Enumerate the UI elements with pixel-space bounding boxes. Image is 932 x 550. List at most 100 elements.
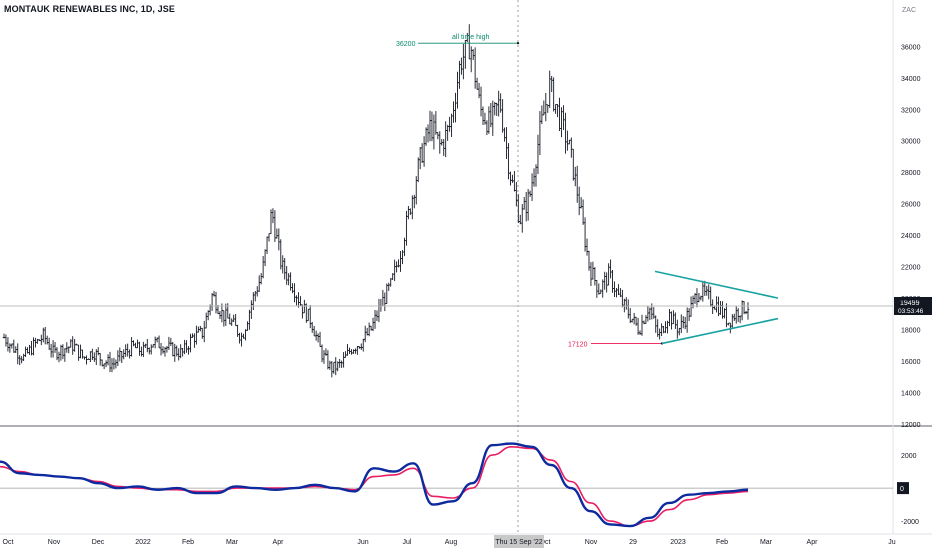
- ohlc-bar: [8, 343, 12, 353]
- ohlc-bar: [420, 143, 424, 164]
- ohlc-bar: [63, 348, 67, 362]
- ohlc-bar: [426, 124, 430, 143]
- crosshair-date-label: Thu 15 Sep '22: [495, 539, 542, 546]
- ohlc-bar: [399, 251, 402, 272]
- ohlc-bar: [200, 327, 204, 339]
- ohlc-bar: [593, 267, 597, 286]
- ohlc-bar: [485, 120, 489, 136]
- ohlc-bar: [575, 165, 579, 203]
- ohlc-bar: [126, 343, 129, 357]
- ohlc-bar: [634, 316, 638, 326]
- ohlc-bar: [436, 132, 440, 140]
- ohlc-bar: [385, 283, 389, 304]
- ohlc-bar: [57, 351, 61, 363]
- ohlc-bar: [513, 170, 516, 192]
- ohlc-bar: [6, 337, 10, 352]
- ohlc-bar: [611, 270, 614, 293]
- ohlc-bar: [210, 293, 214, 311]
- ohlc-bar: [552, 77, 555, 112]
- ohlc-bar: [591, 261, 595, 280]
- ohlc-bar: [491, 100, 495, 136]
- ohlc-bar: [354, 348, 357, 354]
- ohlc-bar: [222, 310, 226, 327]
- ohlc-bar: [136, 339, 139, 349]
- ohlc-bar: [295, 295, 298, 306]
- ohlc-bar: [654, 315, 658, 333]
- last-price-value: 19499: [900, 300, 920, 307]
- ohlc-bar: [306, 308, 310, 322]
- ohlc-bar: [85, 355, 88, 365]
- ohlc-bar: [530, 173, 534, 202]
- time-axis-tick: Jun: [357, 539, 368, 546]
- ohlc-bar: [359, 343, 363, 350]
- ohlc-bar: [169, 337, 173, 347]
- price-axis-tick: 30000: [901, 139, 921, 146]
- ohlc-bar: [69, 339, 73, 348]
- ohlc-bar: [475, 77, 479, 90]
- ohlc-bar: [597, 283, 601, 295]
- ohlc-bar: [558, 97, 561, 132]
- ohlc-bar: [577, 186, 581, 216]
- ohlc-bar: [418, 147, 422, 170]
- time-axis-tick: 2022: [135, 539, 151, 546]
- ohlc-bar: [371, 317, 375, 332]
- ohlc-bar: [195, 325, 198, 345]
- ohlc-bar: [605, 272, 608, 293]
- ohlc-bar: [49, 343, 53, 358]
- ohlc-bar: [98, 353, 102, 366]
- ohlc-bar: [615, 288, 618, 298]
- ohlc-bar: [12, 339, 16, 353]
- ohlc-bar: [71, 336, 75, 355]
- time-axis-tick: Ju: [888, 539, 896, 546]
- ohlc-bar: [291, 283, 294, 294]
- ohlc-bar: [640, 314, 644, 336]
- ohlc-bar: [740, 300, 744, 321]
- time-axis-tick: Mar: [760, 539, 773, 546]
- ohlc-bar: [269, 209, 273, 235]
- ohlc-bar: [695, 288, 699, 308]
- ohlc-bar: [621, 289, 624, 308]
- time-axis-tick: Nov: [585, 539, 598, 546]
- ohlc-bar: [550, 75, 553, 93]
- ohlc-bar: [636, 317, 640, 335]
- zero-badge-text: 0: [900, 486, 904, 493]
- ohlc-bar: [248, 309, 251, 330]
- ohlc-bar: [526, 189, 530, 221]
- ohlc-bar: [493, 102, 497, 116]
- ohlc-bar: [467, 24, 471, 60]
- ohlc-bar: [16, 343, 20, 365]
- ohlc-bar: [265, 236, 269, 255]
- ohlc-bar: [175, 345, 179, 357]
- ath-value: 36200: [396, 41, 416, 48]
- ohlc-bar: [322, 350, 326, 364]
- ohlc-bar: [448, 116, 451, 132]
- ohlc-bar: [202, 320, 206, 343]
- ohlc-bar: [450, 113, 453, 138]
- ohlc-bar: [434, 111, 438, 135]
- ohlc-bar: [585, 238, 589, 256]
- triangle-lower-trendline[interactable]: [661, 317, 779, 345]
- ohlc-bar: [379, 298, 383, 312]
- ohlc-bar: [416, 157, 420, 183]
- price-axis-tick: 16000: [901, 359, 921, 366]
- ohlc-bar: [658, 328, 661, 340]
- ohlc-bar: [350, 349, 353, 355]
- ohlc-bar: [246, 321, 249, 332]
- ohlc-bar: [407, 206, 410, 220]
- triangle-upper-trendline[interactable]: [654, 270, 779, 299]
- price-axis-tick: 28000: [901, 170, 921, 177]
- ohlc-bar: [412, 194, 416, 209]
- last-price-countdown: 03:53:46: [898, 308, 924, 315]
- ohlc-bar: [477, 82, 481, 99]
- ohlc-bar: [65, 342, 69, 353]
- ohlc-bar: [326, 350, 330, 370]
- ohlc-bar: [701, 280, 705, 302]
- ohlc-bar: [334, 357, 338, 376]
- ohlc-bar: [613, 281, 616, 298]
- ohlc-bar: [24, 346, 27, 358]
- ohlc-bar: [332, 361, 336, 374]
- ohlc-bar: [424, 127, 428, 146]
- time-axis-tick: Apr: [807, 539, 819, 546]
- ohlc-bar: [279, 239, 283, 270]
